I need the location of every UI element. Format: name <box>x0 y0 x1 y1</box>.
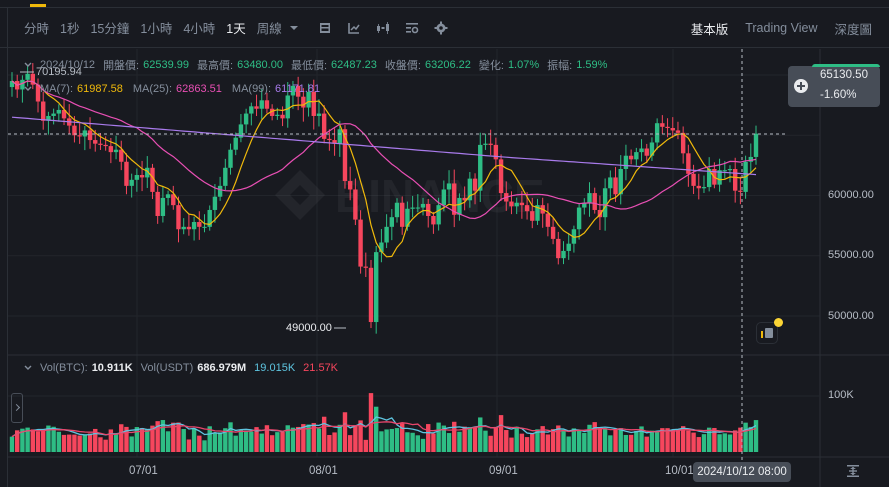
layout-settings-icon[interactable] <box>405 21 419 35</box>
alert-bang-icon <box>761 331 763 338</box>
vol-usdt-label: Vol(USDT) <box>140 362 194 374</box>
vol-tick-100k: 100K <box>828 389 854 401</box>
low-label: 最低價: <box>290 60 328 72</box>
y-tick-50000: 50000.00 <box>828 310 874 322</box>
ohlc-date: 2024/10/12 <box>40 59 96 71</box>
open-value: 62539.99 <box>143 59 190 71</box>
ma99-value: 61171.81 <box>275 83 321 95</box>
close-label: 收盤價: <box>384 60 421 72</box>
vol-btc-value: 10.911K <box>91 362 133 374</box>
current-price-change: -1.60% <box>820 89 857 101</box>
ma7-value: 61987.58 <box>77 83 123 95</box>
current-price: 65130.50 <box>820 69 868 81</box>
ma25-label: MA(25): <box>132 83 173 95</box>
volume-collapse-chevron-icon[interactable] <box>24 364 32 372</box>
x-tick-0701: 07/01 <box>129 465 158 477</box>
interval-15m[interactable]: 15分鐘 <box>90 22 130 36</box>
candle-type-icon[interactable] <box>376 21 390 35</box>
add-alert-plus-icon[interactable] <box>794 79 808 93</box>
chart-tools <box>318 21 448 35</box>
x-tick-0801: 08/01 <box>309 465 338 477</box>
max-price-annotation: 70195.94 <box>36 66 82 78</box>
document-icon <box>765 328 773 338</box>
interval-1s[interactable]: 1秒 <box>60 22 80 36</box>
change-label: 變化: <box>478 60 504 72</box>
view-tradingview[interactable]: Trading View <box>745 21 818 35</box>
vol-ma1-value: 19.015K <box>254 362 296 374</box>
auto-fit-icon[interactable] <box>846 464 860 478</box>
interval-1d[interactable]: 1天 <box>226 22 246 36</box>
price-tag-accent <box>812 64 880 67</box>
interval-weekly[interactable]: 周線 <box>256 22 282 36</box>
low-value: 62487.23 <box>331 59 377 71</box>
open-label: 開盤價: <box>103 60 140 72</box>
ma7-label: MA(7): <box>40 83 73 95</box>
notes-button[interactable] <box>756 318 783 344</box>
ma-collapse-chevron-icon[interactable] <box>24 85 32 93</box>
high-label: 最高價: <box>197 60 234 72</box>
ma99-label: MA(99): <box>231 83 272 95</box>
ma-legend: MA(7): 61987.58 MA(25): 62863.51 MA(99):… <box>24 83 320 95</box>
view-depth-chart[interactable]: 深度圖 <box>834 22 872 37</box>
y-tick-55000: 55000.00 <box>828 249 874 261</box>
amplitude-value: 1.59% <box>576 59 608 71</box>
indicator-icon[interactable] <box>347 21 361 35</box>
interval-selector: 分時 1秒 15分鐘 1小時 4小時 1天 周線 <box>24 18 318 37</box>
x-tick-0901: 09/01 <box>489 465 518 477</box>
chart-toolbar: 分時 1秒 15分鐘 1小時 4小時 1天 周線 基本版 Trading Vie… <box>0 8 889 48</box>
view-basic[interactable]: 基本版 <box>690 22 729 37</box>
y-tick-60000: 60000.00 <box>828 189 874 201</box>
vol-ma2-value: 21.57K <box>303 362 339 374</box>
ohlc-legend: 2024/10/12 開盤價: 62539.99 最高價: 63480.00 最… <box>24 57 607 73</box>
current-price-tag: 65130.50 -1.60% <box>788 64 880 107</box>
close-value: 63206.22 <box>424 59 471 71</box>
x-tick-1001: 10/01 <box>665 465 694 477</box>
min-price-annotation: 49000.00 <box>286 322 332 334</box>
vol-btc-label: Vol(BTC): <box>40 362 88 374</box>
vol-usdt-value: 686.979M <box>197 362 247 374</box>
interval-time-sharing[interactable]: 分時 <box>24 22 50 36</box>
gear-icon[interactable] <box>434 21 448 35</box>
collapse-chevron-icon[interactable] <box>24 61 32 69</box>
amplitude-label: 振幅: <box>547 60 573 72</box>
interval-4h[interactable]: 4小時 <box>183 22 216 36</box>
calendar-icon[interactable] <box>318 21 332 35</box>
top-strip <box>0 0 889 8</box>
change-value: 1.07% <box>507 59 540 71</box>
left-border <box>7 0 8 487</box>
interval-1h[interactable]: 1小時 <box>140 22 173 36</box>
ma25-value: 62863.51 <box>176 83 222 95</box>
high-value: 63480.00 <box>237 59 283 71</box>
view-switcher: 基本版 Trading View 深度圖 <box>691 8 889 48</box>
expand-panel-button[interactable] <box>11 393 23 423</box>
active-tab-indicator <box>30 4 46 7</box>
crosshair-time-label: 2024/10/12 08:00 <box>693 462 791 482</box>
interval-dropdown-chevron-icon[interactable] <box>289 25 298 30</box>
notification-dot <box>774 318 783 327</box>
volume-legend: Vol(BTC): 10.911K Vol(USDT) 686.979M 19.… <box>24 362 338 374</box>
